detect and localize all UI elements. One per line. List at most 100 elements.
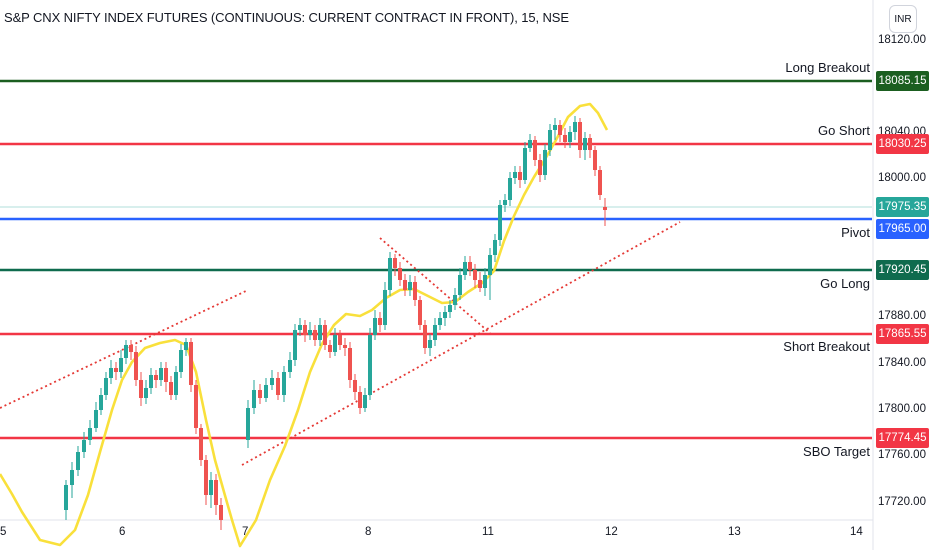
candle-body xyxy=(94,410,98,428)
price-tag-go-long: 17920.45 xyxy=(876,260,929,280)
candle-body xyxy=(293,330,297,360)
price-tick: 18120.00 xyxy=(878,34,926,46)
candle-body xyxy=(503,200,507,205)
candle-body xyxy=(288,360,292,372)
candle-body xyxy=(398,268,402,280)
price-tag-last-price: 17975.35 xyxy=(876,197,929,217)
candle-body xyxy=(533,140,537,160)
price-tick: 17840.00 xyxy=(878,357,926,369)
candle-body xyxy=(458,275,462,295)
currency-button[interactable]: INR xyxy=(889,5,917,33)
candle-body xyxy=(568,132,572,142)
candle-body xyxy=(443,312,447,318)
candle-body xyxy=(378,318,382,325)
candle-body xyxy=(418,300,422,325)
candle-body xyxy=(303,325,307,335)
candle-body xyxy=(563,135,567,142)
candle-body xyxy=(70,470,74,485)
candle-body xyxy=(328,345,332,352)
candle-body xyxy=(189,342,193,385)
time-tick: 12 xyxy=(605,526,618,538)
price-tag-go-short: 18030.25 xyxy=(876,134,929,154)
candle-body xyxy=(413,282,417,300)
candle-body xyxy=(204,460,208,495)
price-tick: 17720.00 xyxy=(878,496,926,508)
candle-body xyxy=(159,368,163,380)
candle-body xyxy=(448,305,452,312)
candle-body xyxy=(164,368,168,382)
candle-body xyxy=(518,172,522,180)
candle-body xyxy=(583,138,587,150)
candle-body xyxy=(433,325,437,340)
candle-body xyxy=(493,240,497,255)
candle-body xyxy=(543,150,547,175)
candle-body xyxy=(298,325,302,330)
candle-body xyxy=(124,345,128,358)
candle-body xyxy=(99,395,103,410)
price-tag-short-breakout: 17865.55 xyxy=(876,324,929,344)
candle-body xyxy=(219,505,223,520)
candle-body xyxy=(513,172,517,178)
candle-body xyxy=(423,325,427,348)
candle-body xyxy=(179,350,183,372)
level-label-long-breakout: Long Breakout xyxy=(785,60,870,75)
candle-body xyxy=(119,358,123,372)
candle-body xyxy=(528,140,532,148)
time-tick: 13 xyxy=(728,526,741,538)
candle-body xyxy=(408,282,412,290)
candle-body xyxy=(358,392,362,408)
candle-body xyxy=(209,480,213,495)
candle-body xyxy=(383,290,387,325)
candle-body xyxy=(114,368,118,372)
candle-body xyxy=(488,255,492,275)
candle-body xyxy=(343,345,347,348)
trendline-lower xyxy=(241,221,681,466)
chart-title: S&P CNX NIFTY INDEX FUTURES (CONTINUOUS:… xyxy=(4,10,569,25)
candle-body xyxy=(184,342,188,350)
time-tick: 11 xyxy=(482,526,494,538)
candle-body xyxy=(246,408,250,440)
level-label-short-breakout: Short Breakout xyxy=(783,339,870,354)
candle-body xyxy=(388,258,392,290)
price-tag-pivot: 17965.00 xyxy=(876,219,929,239)
candle-body xyxy=(478,280,482,288)
candle-body xyxy=(373,318,377,335)
price-tick: 18000.00 xyxy=(878,172,926,184)
candle-body xyxy=(338,335,342,345)
candle-body xyxy=(363,395,367,408)
candle-body xyxy=(553,125,557,130)
candle-body xyxy=(603,207,607,210)
price-tag-sbo-target: 17774.45 xyxy=(876,428,929,448)
candle-body xyxy=(258,390,262,398)
candle-body xyxy=(174,372,178,395)
candle-body xyxy=(498,205,502,240)
level-label-sbo-target: SBO Target xyxy=(803,444,870,459)
candle-body xyxy=(318,325,322,340)
candle-body xyxy=(149,375,153,388)
candle-body xyxy=(169,382,173,395)
candle-body xyxy=(353,380,357,392)
candle-body xyxy=(199,428,203,460)
candle-body xyxy=(154,375,158,380)
candle-body xyxy=(134,352,138,380)
candle-body xyxy=(593,150,597,170)
candle-body xyxy=(523,148,527,180)
time-tick: 5 xyxy=(0,526,7,538)
price-tick: 17880.00 xyxy=(878,310,926,322)
candle-body xyxy=(368,335,372,395)
trendline-down xyxy=(379,237,491,334)
time-tick: 14 xyxy=(850,526,863,538)
candle-body xyxy=(264,385,268,398)
candle-body xyxy=(323,325,327,345)
price-tick: 17760.00 xyxy=(878,449,926,461)
price-tick: 17800.00 xyxy=(878,403,926,415)
level-label-go-long: Go Long xyxy=(820,276,870,291)
candle-body xyxy=(282,372,286,395)
candle-body xyxy=(139,380,143,398)
moving-average-line xyxy=(0,102,609,548)
candle-body xyxy=(428,340,432,348)
candle-body xyxy=(333,335,337,352)
candle-body xyxy=(508,178,512,200)
